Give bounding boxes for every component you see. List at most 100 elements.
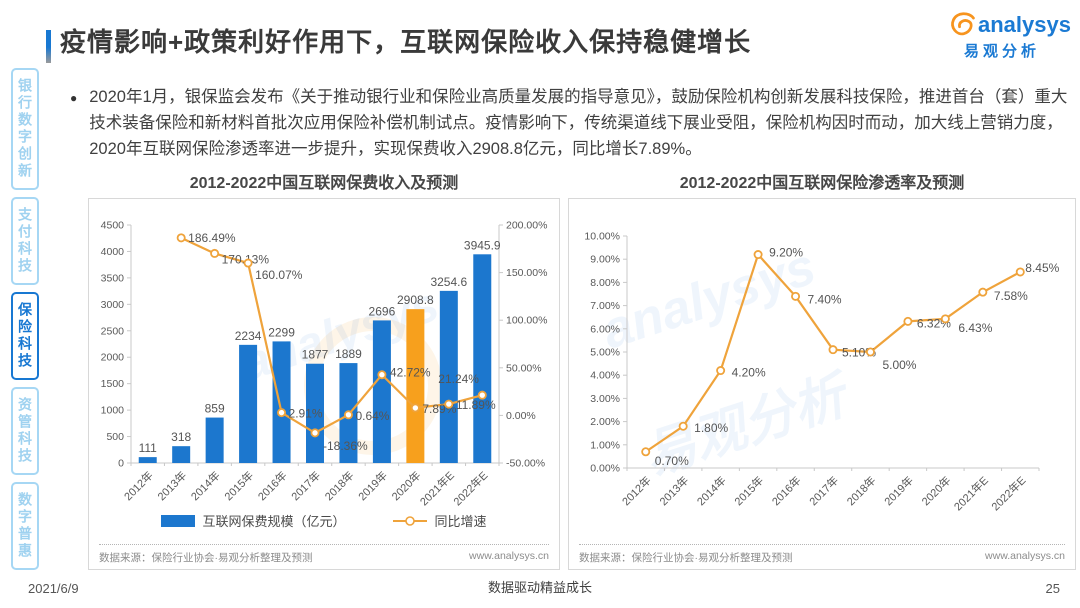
svg-text:7.00%: 7.00% [590, 300, 620, 312]
footer-slogan: 数据驱动精益成长 [487, 580, 592, 595]
page-title: 疫情影响+政策利好作用下，互联网保险收入保持稳健增长 [60, 27, 752, 57]
svg-text:-18.36%: -18.36% [323, 439, 368, 453]
chart-panel-left: analysys 0 500 1000 1500 2000 2500 3000 3500 400… [88, 198, 560, 570]
svg-text:0.00%: 0.00% [506, 410, 536, 422]
svg-text:0.70%: 0.70% [655, 454, 689, 468]
svg-text:1500: 1500 [101, 378, 125, 390]
svg-text:2000: 2000 [101, 352, 125, 364]
svg-text:2908.8: 2908.8 [397, 293, 434, 307]
svg-text:50.00%: 50.00% [506, 362, 542, 374]
legend-label-premium: 互联网保费规模（亿元） [202, 514, 346, 529]
svg-text:1877: 1877 [302, 348, 329, 362]
svg-text:2016年: 2016年 [769, 473, 804, 508]
svg-text:1.80%: 1.80% [694, 421, 728, 435]
sidebar-item-digital-inclusion[interactable]: 数字普惠 [11, 482, 39, 570]
svg-text:2013年: 2013年 [154, 468, 189, 503]
svg-text:318: 318 [171, 430, 191, 444]
svg-text:2.00%: 2.00% [590, 416, 620, 428]
svg-text:2016年: 2016年 [255, 468, 290, 503]
svg-text:2.91%: 2.91% [289, 407, 323, 421]
svg-text:2696: 2696 [369, 304, 396, 318]
svg-text:9.00%: 9.00% [590, 254, 620, 266]
source-url: www.analysys.cn [985, 550, 1065, 562]
svg-text:2012年: 2012年 [619, 473, 654, 508]
chart-title-left: 2012-2022中国互联网保费收入及预测 [189, 175, 459, 192]
svg-text:2015年: 2015年 [731, 473, 766, 508]
source-text: 数据来源：保险行业协会·易观分析整理及预测 [579, 552, 793, 564]
svg-text:2500: 2500 [101, 325, 125, 337]
svg-text:2013年: 2013年 [656, 473, 691, 508]
source-url: www.analysys.cn [469, 550, 549, 562]
svg-text:0: 0 [118, 458, 124, 470]
svg-text:500: 500 [106, 431, 124, 443]
svg-text:10.00%: 10.00% [584, 231, 620, 243]
svg-text:4500: 4500 [101, 220, 125, 232]
svg-text:150.00%: 150.00% [506, 267, 547, 279]
svg-text:7.40%: 7.40% [808, 292, 842, 306]
svg-text:8.45%: 8.45% [1025, 261, 1059, 275]
bullet-marker: ● [70, 91, 78, 105]
footer-page-number: 25 [1045, 581, 1060, 596]
analysys-logo: analysys 易观分析 [948, 12, 1074, 61]
svg-text:2019年: 2019年 [881, 473, 916, 508]
legend-item-premium: 互联网保费规模（亿元） [161, 511, 346, 530]
svg-text:111: 111 [139, 441, 158, 455]
chart-panel-right: analysys 易观分析 0.00% 1.00% 2.00% 3.00% 4.00% 5… [568, 198, 1076, 570]
svg-text:2021年E: 2021年E [417, 468, 457, 508]
source-text: 数据来源：保险行业协会·易观分析整理及预测 [99, 552, 313, 564]
svg-text:0.00%: 0.00% [590, 463, 620, 475]
svg-text:3.00%: 3.00% [590, 393, 620, 405]
svg-text:9.20%: 9.20% [769, 246, 803, 260]
svg-text:42.72%: 42.72% [390, 366, 431, 380]
svg-text:2234: 2234 [235, 329, 262, 343]
svg-text:160.07%: 160.07% [255, 268, 303, 282]
svg-text:2017年: 2017年 [288, 468, 323, 503]
legend-swatch-bar [161, 514, 196, 527]
svg-text:3945.9: 3945.9 [464, 238, 501, 252]
sidebar-item-insurance-tech[interactable]: 保险科技 [11, 292, 39, 380]
svg-text:2014年: 2014年 [188, 468, 223, 503]
premium-income-chart: 0 500 1000 1500 2000 2500 3000 3500 4000 4500 2012… [101, 220, 548, 509]
svg-text:6.00%: 6.00% [590, 323, 620, 335]
logo-cn-text: 易观分析 [964, 43, 1041, 60]
svg-text:2020年: 2020年 [388, 468, 423, 503]
svg-text:2299: 2299 [268, 325, 295, 339]
svg-text:2021年E: 2021年E [951, 473, 991, 513]
svg-text:3500: 3500 [101, 272, 125, 284]
sidebar: 银行数字创新 支付科技 保险科技 资管科技 数字普惠 [6, 68, 44, 570]
source-row: 数据来源：保险行业协会·易观分析整理及预测 www.analysys.cn [579, 544, 1065, 565]
chart-legend: 互联网保费规模（亿元） 同比增速 [89, 511, 559, 530]
svg-text:6.43%: 6.43% [958, 321, 992, 335]
svg-text:4.00%: 4.00% [590, 370, 620, 382]
penetration-rate-chart: 0.00% 1.00% 2.00% 3.00% 4.00% 5.00% 6.00% 7.00%… [584, 231, 1059, 514]
sidebar-item-payment-tech[interactable]: 支付科技 [11, 197, 39, 285]
legend-label-growth: 同比增速 [434, 514, 487, 529]
title-accent-bar [46, 30, 51, 63]
bullet-item: ● 2020年1月，银保监会发布《关于推动银行业和保险业高质量发展的指导意见》，… [70, 84, 1072, 162]
logo-swirl-icon [951, 12, 975, 36]
svg-text:200.00%: 200.00% [506, 220, 547, 232]
svg-text:1889: 1889 [335, 347, 362, 361]
svg-text:1000: 1000 [101, 405, 125, 417]
svg-text:0.64%: 0.64% [355, 409, 389, 423]
svg-text:4.20%: 4.20% [732, 366, 766, 380]
sidebar-item-asset-mgmt-tech[interactable]: 资管科技 [11, 387, 39, 475]
logo-wordmark: analysys [978, 12, 1071, 37]
svg-text:2019年: 2019年 [355, 468, 390, 503]
sidebar-item-banking-digital[interactable]: 银行数字创新 [11, 68, 39, 190]
svg-text:3000: 3000 [101, 299, 125, 311]
svg-text:3254.6: 3254.6 [430, 275, 467, 289]
legend-swatch-line [392, 515, 427, 526]
svg-text:7.58%: 7.58% [994, 289, 1028, 303]
svg-text:21.24%: 21.24% [438, 372, 479, 386]
svg-text:2018年: 2018年 [844, 473, 879, 508]
svg-text:11.89%: 11.89% [456, 398, 496, 412]
svg-text:5.00%: 5.00% [882, 358, 916, 372]
svg-text:2012年: 2012年 [121, 468, 156, 503]
svg-text:5.00%: 5.00% [590, 347, 620, 359]
footer-date: 2021/6/9 [28, 581, 79, 596]
svg-text:-50.00%: -50.00% [506, 458, 545, 470]
svg-text:2017年: 2017年 [806, 473, 841, 508]
svg-text:2018年: 2018年 [322, 468, 357, 503]
